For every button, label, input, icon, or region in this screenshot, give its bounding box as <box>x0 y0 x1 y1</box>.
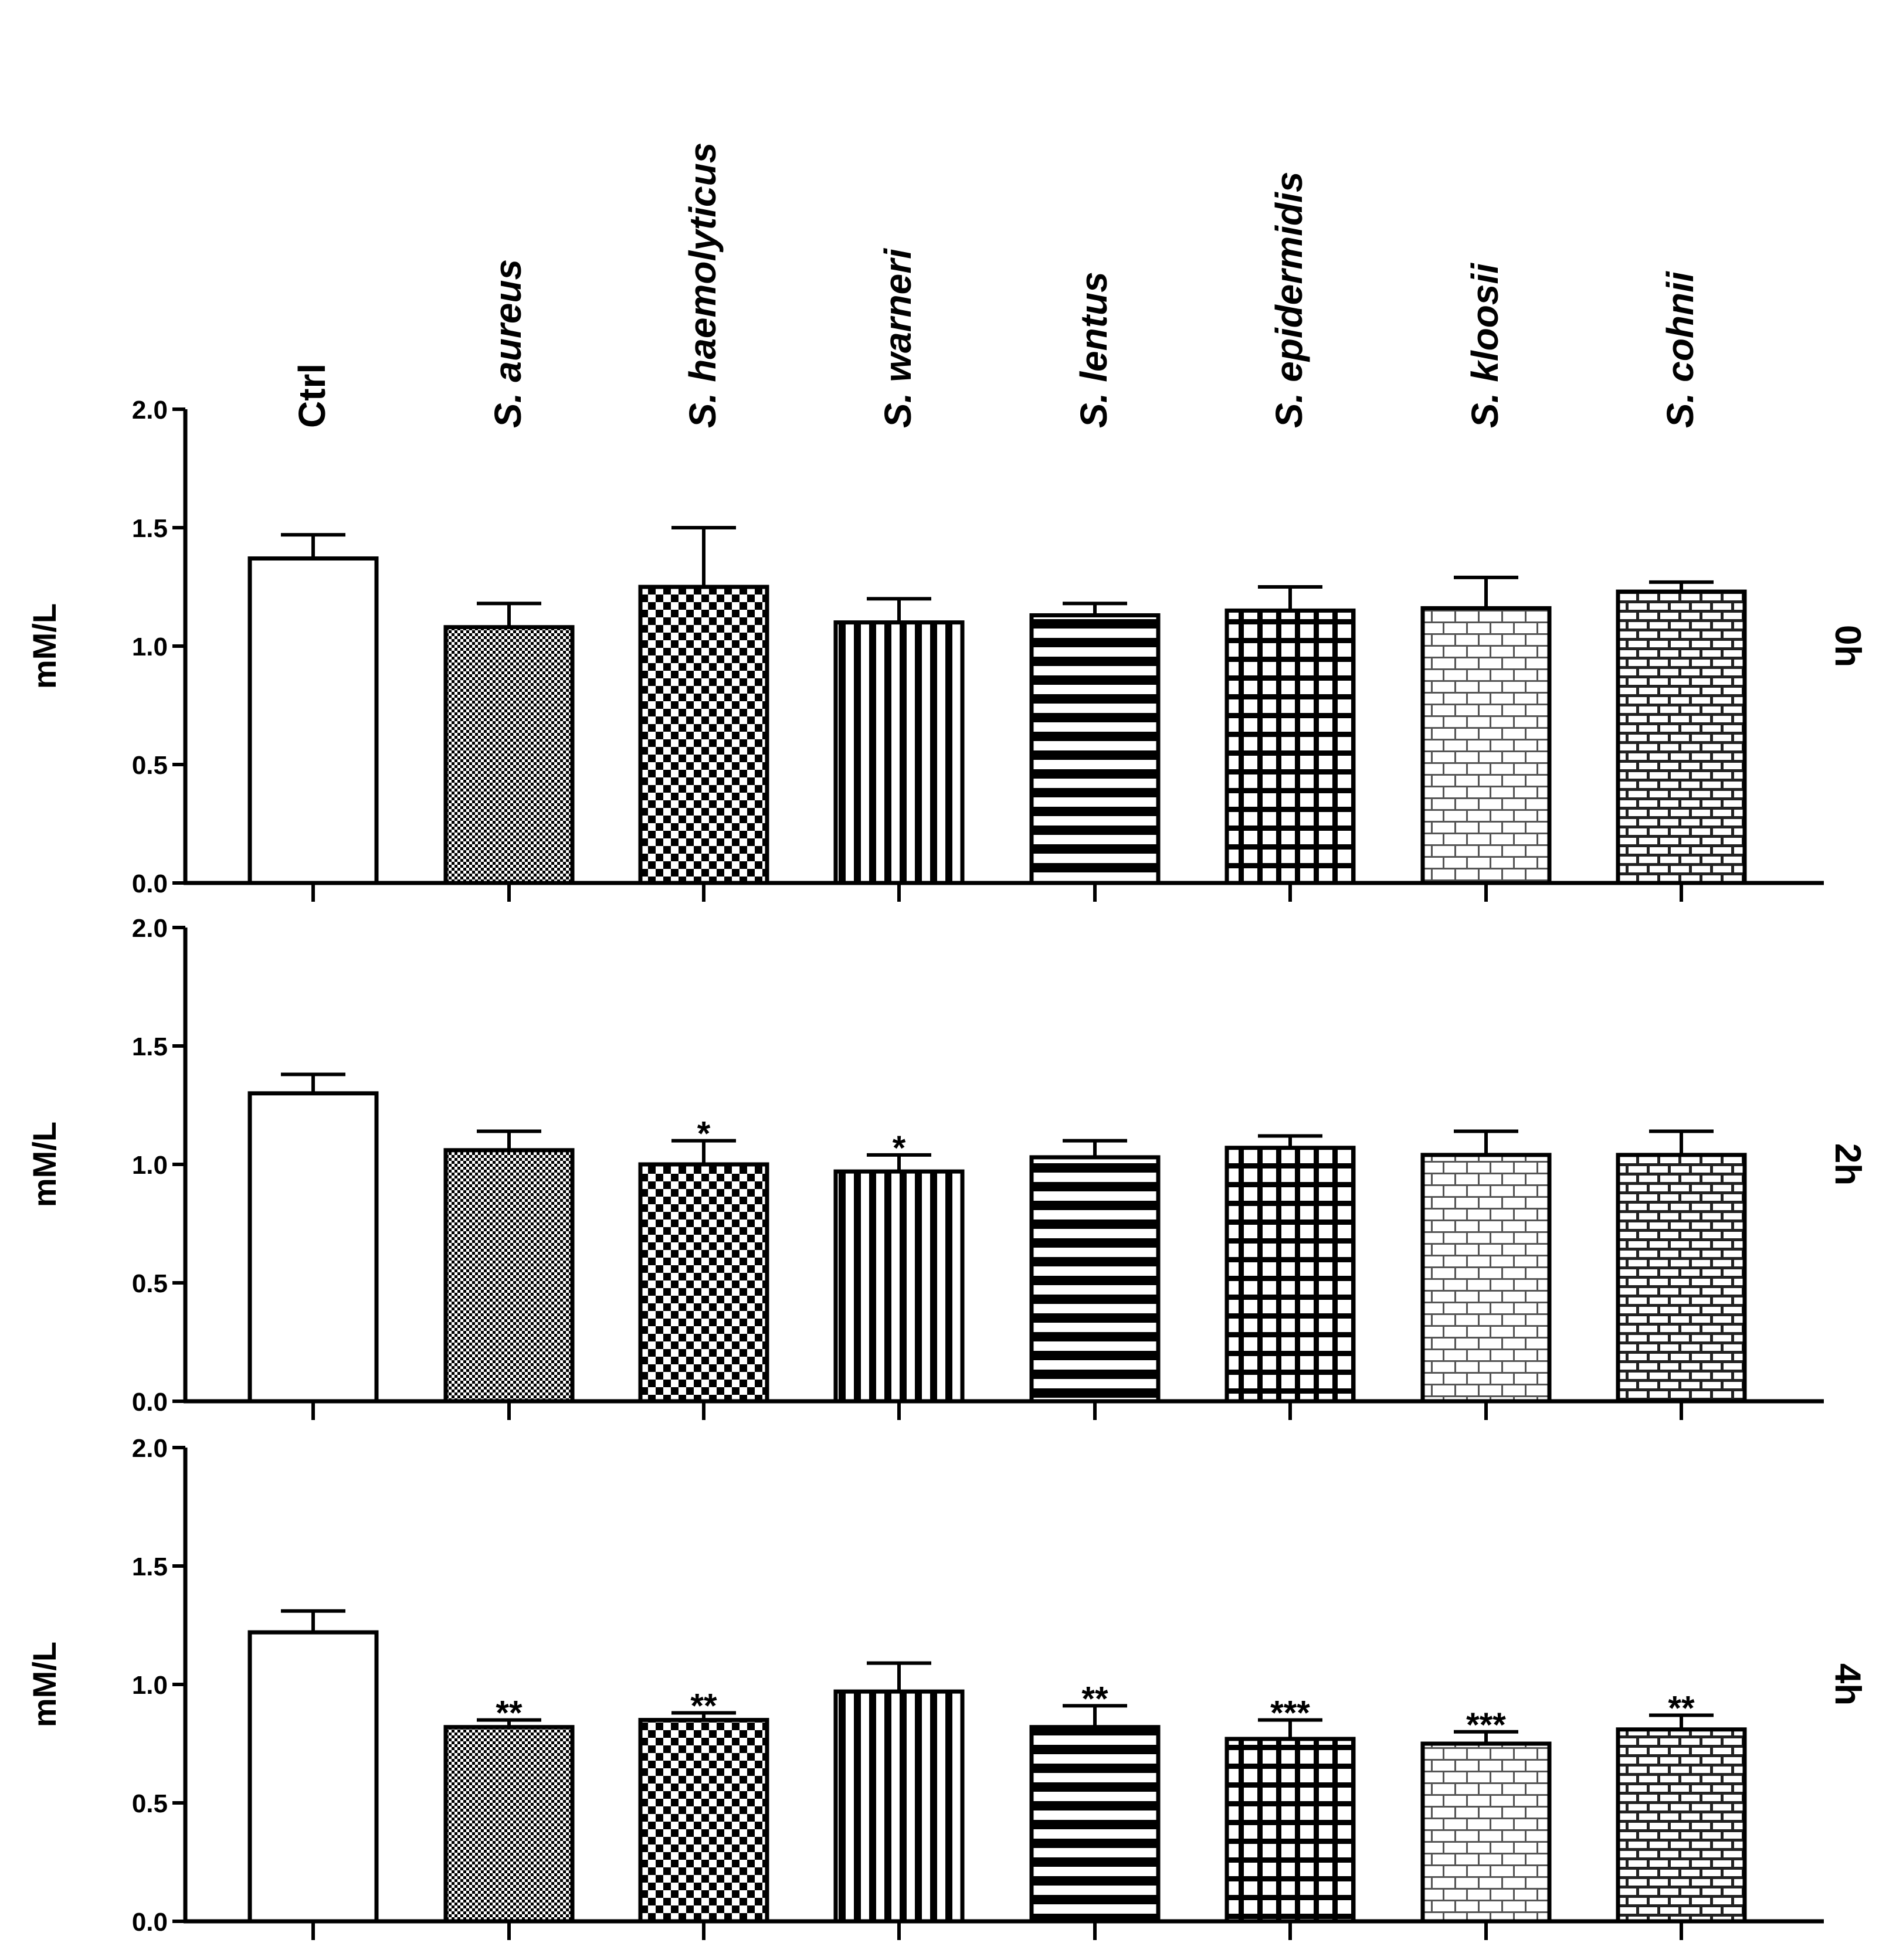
panel-0h: 0.0 0.5 1.0 1.5 2.0 mM/L 0h <box>26 396 1868 902</box>
significance-label: ** <box>496 1694 523 1733</box>
significance-label: ** <box>1081 1680 1108 1718</box>
category-label: S. lentus <box>1073 271 1115 428</box>
bar <box>1616 1727 1747 1924</box>
significance-label: *** <box>1270 1694 1310 1733</box>
y-axis-title: mM/L <box>26 1122 63 1207</box>
bar <box>833 1689 965 1924</box>
y-axis-title: mM/L <box>26 1642 63 1727</box>
y-tick-label: 0.0 <box>132 1388 168 1417</box>
bar <box>638 1162 769 1404</box>
bar <box>833 620 965 885</box>
y-tick-label: 0.5 <box>132 1269 168 1298</box>
bar <box>1616 589 1747 885</box>
bar <box>443 1148 575 1404</box>
y-tick-label: 1.5 <box>132 514 168 543</box>
panel-label: 0h <box>1827 625 1868 667</box>
category-label: S. haemolyticus <box>681 142 724 428</box>
significance-label: ** <box>1668 1690 1695 1728</box>
bar <box>1616 1153 1747 1404</box>
y-tick-label: 2.0 <box>132 914 168 943</box>
y-tick-label: 1.5 <box>132 1553 168 1581</box>
bar <box>1224 1146 1356 1404</box>
y-tick-label: 0.0 <box>132 1908 168 1937</box>
y-tick-label: 2.0 <box>132 396 168 424</box>
y-tick-label: 0.5 <box>132 751 168 780</box>
category-label: S. epidermidis <box>1268 172 1310 428</box>
bar <box>247 1630 379 1924</box>
bar <box>1224 608 1356 885</box>
bar <box>443 1725 575 1924</box>
y-tick-label: 0.0 <box>132 869 168 898</box>
bar <box>1029 613 1161 885</box>
panel-label: 4h <box>1827 1663 1868 1706</box>
significance-label: * <box>893 1129 906 1167</box>
bar <box>1420 606 1552 885</box>
chart-panels: 0.0 0.5 1.0 1.5 2.0 mM/L 0h 0.0 0.5 1.0 1.5 2.0 mM/L… <box>26 396 1868 1940</box>
panel-label: 2h <box>1827 1143 1868 1185</box>
y-tick-label: 1.0 <box>132 1671 168 1700</box>
bar <box>833 1169 965 1404</box>
bar <box>638 1718 769 1924</box>
bar <box>1029 1155 1161 1404</box>
significance-label: ** <box>690 1687 717 1725</box>
y-tick-label: 1.5 <box>132 1032 168 1061</box>
bar <box>638 585 769 885</box>
significance-label: * <box>697 1115 711 1153</box>
category-label: S. aureus <box>487 259 529 428</box>
bar <box>1224 1737 1356 1924</box>
category-label: S. warneri <box>877 248 919 428</box>
y-tick-label: 2.0 <box>132 1434 168 1463</box>
bar <box>1420 1741 1552 1924</box>
bar <box>247 1091 379 1404</box>
bar <box>1420 1153 1552 1404</box>
y-tick-label: 1.0 <box>132 1151 168 1180</box>
y-tick-label: 1.0 <box>132 633 168 661</box>
category-label: S. kloosii <box>1464 263 1506 428</box>
y-axis-title: mM/L <box>26 603 63 689</box>
category-labels: Ctrl S. aureus S. haemolyticus S. warneri S.… <box>291 142 1701 428</box>
significance-label: *** <box>1466 1706 1506 1744</box>
bar <box>1029 1725 1161 1924</box>
panel-4h: 0.00.51.01.52.0mM/L 4h** ** ** *** *** ** <box>26 1434 1868 1940</box>
bar <box>443 625 575 885</box>
category-label: Ctrl <box>291 364 333 428</box>
panel-2h: 0.0 0.5 1.0 1.5 2.0 mM/L 2h * * <box>26 914 1868 1420</box>
bar <box>247 556 379 885</box>
category-label: S. cohnii <box>1659 271 1701 428</box>
y-tick-label: 0.5 <box>132 1789 168 1818</box>
